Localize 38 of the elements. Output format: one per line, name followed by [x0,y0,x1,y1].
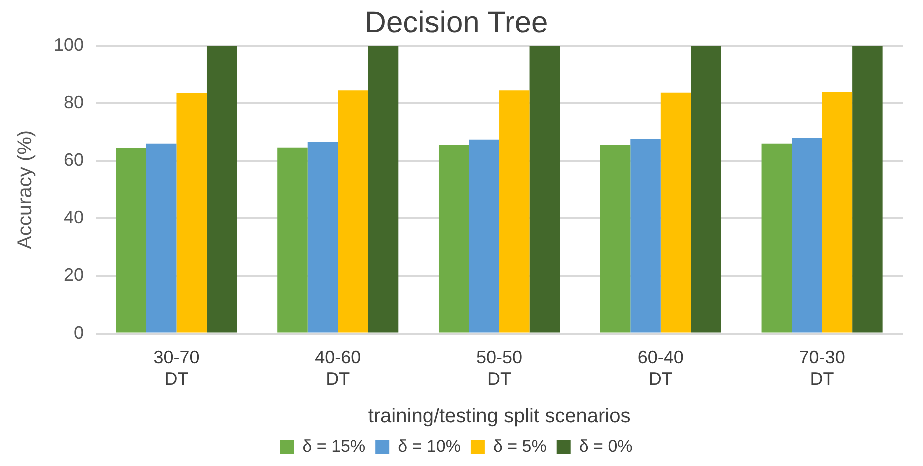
bar [206,46,238,333]
bar [116,148,146,333]
bar [176,93,207,333]
bar [530,46,560,333]
x-tick-label: 70-30 DT [799,348,846,390]
legend-label: δ = 15% [302,437,366,456]
bar [368,46,399,333]
bar [278,148,308,333]
x-tick-label: 50-50 DT [476,348,523,390]
bar [660,92,692,333]
bar [308,142,338,333]
y-tick-label: 40 [64,208,84,228]
legend-label: δ = 0% [579,437,633,456]
bar [852,46,883,333]
legend-label: δ = 10% [398,437,461,456]
y-tick-label: 80 [64,92,84,113]
x-axis-title: training/testing split scenarios [368,406,631,428]
bar [822,92,853,333]
bar [762,144,792,333]
y-tick-label: 20 [64,265,84,286]
bar [338,90,368,333]
bar [469,140,500,333]
bar [630,138,661,333]
bar [500,90,530,333]
x-tick-label: 60-40 DT [638,348,684,390]
bar [792,138,822,333]
x-tick-label: 40-60 DT [315,348,362,390]
bar [146,144,177,333]
chart-title: Decision Tree [364,6,548,40]
x-tick-label: 30-70 DT [154,348,200,390]
y-tick-label: 60 [64,150,84,170]
y-axis-title: Accuracy (%) [14,130,37,250]
legend-label: δ = 5% [493,437,547,456]
y-tick-label: 100 [54,34,84,55]
bar [438,145,470,333]
bar [691,46,722,333]
y-tick-label: 0 [74,322,84,343]
bar [600,145,631,333]
